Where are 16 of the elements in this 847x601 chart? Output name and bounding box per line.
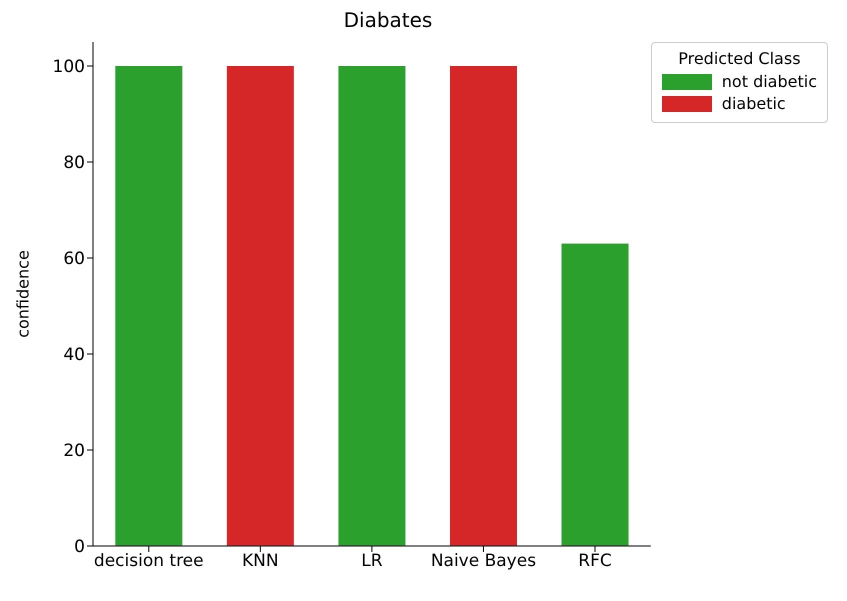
- x-tick-label: decision tree: [94, 551, 204, 572]
- x-tick-label: KNN: [242, 551, 279, 572]
- legend-label: diabetic: [722, 94, 786, 113]
- y-axis-title: confidence: [14, 250, 33, 338]
- y-tick-label: 100: [52, 57, 85, 78]
- x-tick-label: Naive Bayes: [430, 551, 536, 572]
- y-tick-label: 20: [63, 441, 85, 462]
- x-tick-label: RFC: [578, 551, 612, 572]
- x-tick-label: LR: [361, 551, 383, 572]
- y-tick-label: 80: [63, 153, 85, 174]
- legend-title: Predicted Class: [677, 49, 802, 68]
- y-tick-label: 40: [63, 345, 85, 366]
- legend-label: not diabetic: [722, 72, 817, 91]
- y-tick-label: 0: [74, 537, 85, 558]
- chart-title: Diabates: [342, 8, 434, 32]
- y-tick-label: 60: [63, 249, 85, 270]
